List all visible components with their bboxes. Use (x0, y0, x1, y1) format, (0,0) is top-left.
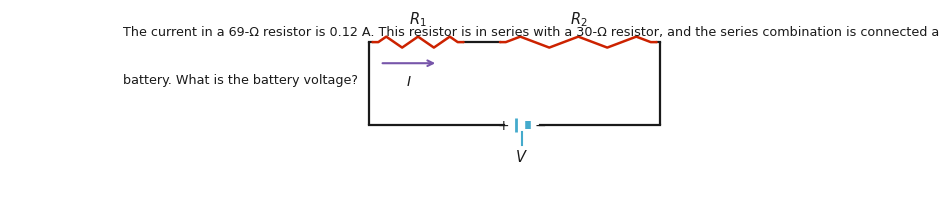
Text: $I$: $I$ (406, 75, 412, 89)
Text: battery. What is the battery voltage?: battery. What is the battery voltage? (123, 74, 358, 87)
Text: −: − (535, 118, 546, 132)
Text: +: + (497, 118, 509, 132)
Text: $V$: $V$ (515, 149, 528, 165)
Text: $R_1$: $R_1$ (409, 10, 427, 29)
Text: The current in a 69-Ω resistor is 0.12 A. This resistor is in series with a 30-Ω: The current in a 69-Ω resistor is 0.12 A… (123, 26, 940, 39)
Text: $R_2$: $R_2$ (570, 10, 588, 29)
